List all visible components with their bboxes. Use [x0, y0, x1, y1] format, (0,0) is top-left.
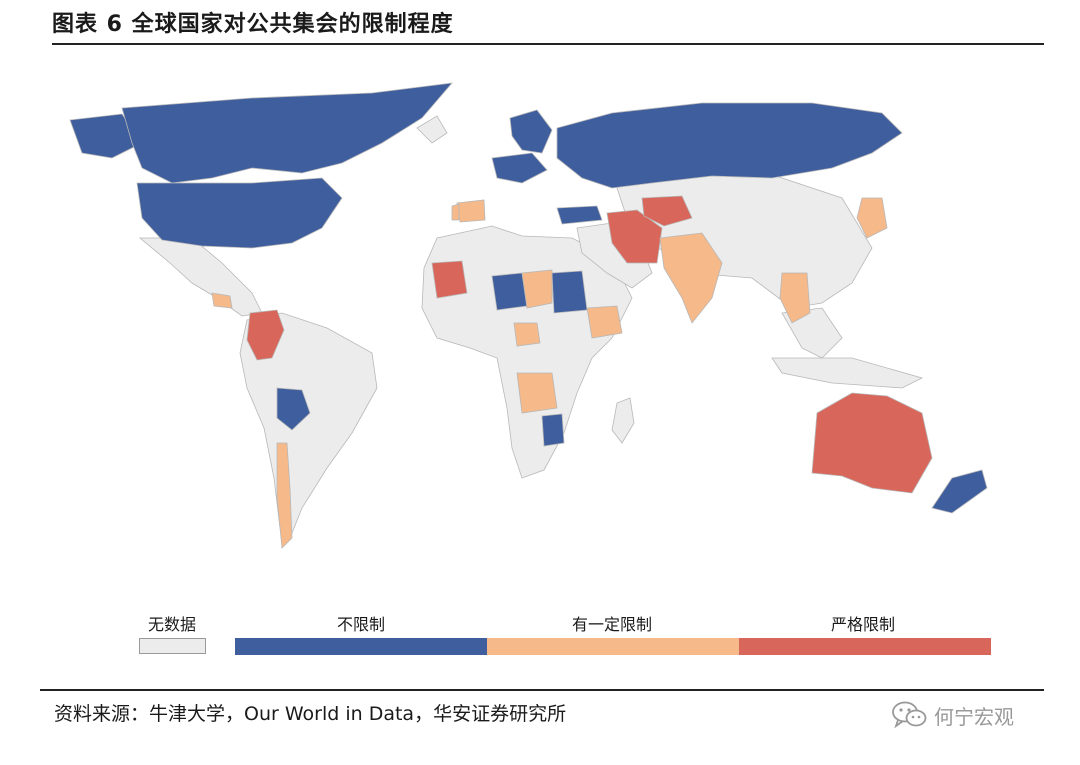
- region-madagascar: [611, 397, 635, 444]
- legend-label-some: 有一定限制: [571, 615, 653, 634]
- title-divider: [52, 43, 1044, 45]
- region-nigeria: [513, 322, 541, 347]
- region-chile: [276, 442, 293, 549]
- region-colombia: [246, 309, 285, 361]
- region-indonesia: [771, 357, 924, 389]
- watermark-text: 何宁宏观: [934, 704, 1014, 729]
- world-map: [52, 58, 1044, 588]
- region-mexico-central-america: [138, 237, 263, 317]
- footer-divider: [40, 689, 1044, 691]
- severe-regions: [246, 195, 933, 494]
- legend-swatch-severe: [739, 638, 991, 655]
- region-chad: [491, 272, 528, 311]
- region-greenland: [416, 115, 448, 144]
- region-botswana: [541, 413, 565, 447]
- region-new-zealand: [931, 469, 988, 514]
- legend-label-none: 不限制: [336, 615, 386, 634]
- region-niger: [521, 269, 553, 309]
- legend-label-severe: 严格限制: [830, 615, 896, 634]
- region-japan: [856, 197, 888, 239]
- region-india: [659, 232, 723, 324]
- region-ethiopia: [586, 305, 623, 339]
- none-regions: [69, 82, 988, 514]
- region-turkey: [556, 205, 603, 225]
- region-united-states: [136, 177, 343, 249]
- region-iran: [606, 209, 663, 264]
- source-note: 资料来源：牛津大学，Our World in Data，华安证券研究所: [54, 703, 567, 725]
- some-regions: [211, 197, 888, 549]
- region-iberia-west: [451, 203, 460, 221]
- region-mauritania: [431, 260, 468, 299]
- region-central-asia: [641, 195, 693, 227]
- legend-swatch-some: [487, 638, 739, 655]
- legend-swatch-none: [235, 638, 487, 655]
- region-angola: [516, 372, 558, 414]
- page-title: 图表 6 全球国家对公共集会的限制程度: [52, 12, 454, 37]
- region-australia: [811, 392, 933, 494]
- legend-swatch-nodata: [139, 638, 206, 654]
- region-central-america-some: [211, 292, 233, 309]
- legend-label-nodata: 无数据: [147, 615, 197, 634]
- region-scandinavia: [509, 109, 553, 154]
- region-bolivia: [276, 387, 311, 431]
- region-europe: [491, 152, 548, 184]
- wechat-icon: [892, 701, 927, 729]
- watermark: 何宁宏观: [890, 700, 1014, 730]
- region-southeast-asia-some: [779, 272, 811, 324]
- region-canada: [121, 82, 453, 184]
- region-spain: [456, 199, 486, 223]
- region-russia: [556, 102, 903, 189]
- region-sudan: [551, 270, 588, 314]
- region-south-america: [239, 312, 378, 539]
- region-alaska: [69, 113, 143, 159]
